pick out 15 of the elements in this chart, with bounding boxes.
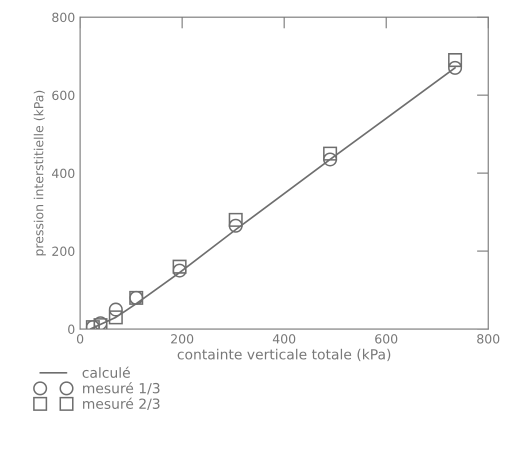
x-tick-label: 200 xyxy=(171,334,194,344)
y-tick-label: 600 xyxy=(52,90,74,100)
legend-label: mesuré 1/3 xyxy=(83,382,160,395)
y-tick-label: 400 xyxy=(52,168,74,178)
legend-label: calculé xyxy=(82,366,130,378)
y-axis-title: pression interstitielle (kPa) xyxy=(34,90,46,256)
x-tick-label: 0 xyxy=(76,334,84,344)
y-tick-label: 200 xyxy=(52,246,74,256)
x-tick-label: 400 xyxy=(272,334,296,344)
x-axis-title: containte verticale totale (kPa) xyxy=(178,348,390,362)
x-tick-label: 600 xyxy=(375,334,398,344)
y-tick-label: 0 xyxy=(68,324,74,334)
legend-label: mesuré 2/3 xyxy=(83,398,160,410)
y-tick-label: 800 xyxy=(52,12,74,22)
x-tick-label: 800 xyxy=(477,334,500,344)
